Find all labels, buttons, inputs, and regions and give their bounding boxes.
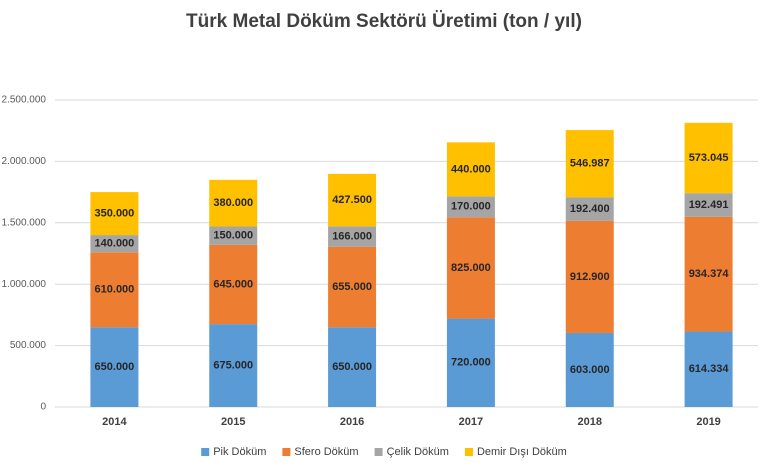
data-label: 610.000 <box>95 284 135 296</box>
bar-segment <box>209 179 258 227</box>
x-tick-label: 2014 <box>102 416 127 428</box>
y-tick-label: 1.500.000 <box>2 217 47 228</box>
x-tick-label: 2017 <box>459 416 483 428</box>
bar-segment <box>209 226 258 245</box>
legend-swatch <box>201 448 210 456</box>
legend-label: Demir Dışı Döküm <box>477 446 567 458</box>
y-tick-label: 2.500.000 <box>2 95 47 106</box>
bar-segment <box>684 193 733 217</box>
data-label: 650.000 <box>332 361 372 373</box>
data-label: 573.045 <box>689 152 729 164</box>
data-label: 192.400 <box>570 203 610 215</box>
bar-segment <box>90 252 139 328</box>
bar-segment <box>328 246 377 328</box>
data-label: 614.334 <box>689 363 730 375</box>
data-label: 603.000 <box>570 364 610 376</box>
bar-segment <box>446 217 495 319</box>
legend-label: Pik Döküm <box>213 446 266 458</box>
legend-swatch <box>374 448 383 456</box>
bar-segment <box>684 122 733 194</box>
data-label: 140.000 <box>95 238 135 250</box>
bar-segment <box>565 130 614 198</box>
bar-segment <box>684 216 733 332</box>
data-label: 380.000 <box>213 197 253 209</box>
data-label: 192.491 <box>689 199 729 211</box>
data-label: 166.000 <box>332 230 372 242</box>
x-tick-label: 2018 <box>578 416 602 428</box>
data-label: 427.500 <box>332 194 372 206</box>
bar-segment <box>446 196 495 218</box>
legend-label: Çelik Döküm <box>387 446 449 458</box>
x-tick-label: 2015 <box>221 416 245 428</box>
x-tick-label: 2016 <box>340 416 364 428</box>
bar-segment <box>90 192 139 236</box>
data-label: 150.000 <box>213 230 253 242</box>
data-label: 825.000 <box>451 262 491 274</box>
data-label: 655.000 <box>332 281 372 293</box>
bar-segment <box>90 327 139 407</box>
data-label: 650.000 <box>95 361 135 373</box>
y-tick-label: 1.000.000 <box>2 279 47 290</box>
bar-segment <box>684 331 733 407</box>
bar-segment <box>328 226 377 247</box>
bar-segment <box>446 142 495 197</box>
y-tick-label: 2.000.000 <box>2 156 47 167</box>
bar-segment <box>565 197 614 221</box>
data-label: 546.987 <box>570 158 610 170</box>
data-label: 350.000 <box>95 207 135 219</box>
bar-segment <box>328 327 377 407</box>
bar-segment <box>90 235 139 253</box>
bar-segment <box>209 324 258 407</box>
legend-swatch <box>282 448 291 456</box>
bar-segment <box>209 244 258 325</box>
y-tick-label: 500.000 <box>10 340 47 351</box>
data-label: 912.900 <box>570 271 610 283</box>
bar-segment <box>565 220 614 333</box>
y-tick-label: 0 <box>40 402 46 413</box>
data-label: 440.000 <box>451 163 491 175</box>
data-label: 170.000 <box>451 201 491 213</box>
data-label: 720.000 <box>451 357 491 369</box>
bar-segment <box>446 318 495 407</box>
chart-title: Türk Metal Döküm Sektörü Üretimi (ton / … <box>186 11 582 32</box>
x-tick-label: 2019 <box>696 416 720 428</box>
legend-swatch <box>464 448 473 456</box>
data-label: 934.374 <box>689 268 730 280</box>
bar-segment <box>565 332 614 407</box>
data-label: 675.000 <box>213 359 253 371</box>
legend-label: Sfero Döküm <box>294 446 358 458</box>
bar-segment <box>328 173 377 227</box>
data-label: 645.000 <box>213 278 253 290</box>
